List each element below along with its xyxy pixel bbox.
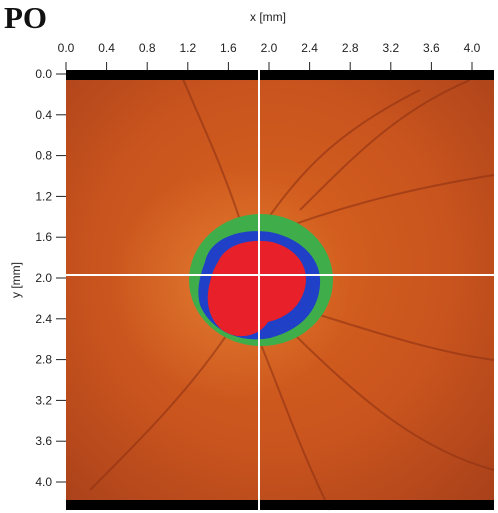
retinal-vessels xyxy=(89,71,495,511)
y-tick-label: 4.0 xyxy=(35,475,52,489)
bottom-border-band xyxy=(66,500,494,510)
y-tick-label: 2.0 xyxy=(35,271,52,285)
x-axis-ticks: 0.0 0.4 0.8 1.2 1.6 2.0 2.4 2.8 3.2 3.6 4.0 xyxy=(58,41,481,70)
x-axis-title: x [mm] xyxy=(250,10,286,24)
x-tick-label: 0.0 xyxy=(58,41,75,55)
x-tick-label: 0.4 xyxy=(98,41,115,55)
y-tick-label: 0.4 xyxy=(35,108,52,122)
x-tick-label: 2.8 xyxy=(342,41,359,55)
panel-label: PO xyxy=(4,0,48,35)
y-tick-label: 1.2 xyxy=(35,189,52,203)
y-tick-label: 2.8 xyxy=(35,353,52,367)
x-tick-label: 1.6 xyxy=(220,41,237,55)
cup-region xyxy=(207,240,306,337)
x-tick-label: 3.2 xyxy=(382,41,399,55)
x-tick-label: 1.2 xyxy=(179,41,196,55)
y-tick-label: 3.2 xyxy=(35,393,52,407)
x-tick-label: 4.0 xyxy=(464,41,481,55)
x-tick-label: 2.4 xyxy=(301,41,318,55)
y-tick-label: 3.6 xyxy=(35,434,52,448)
y-tick-label: 0.0 xyxy=(35,67,52,81)
y-axis-ticks: 0.0 0.4 0.8 1.2 1.6 2.0 2.4 2.8 3.2 3.6 4.0 xyxy=(35,67,66,489)
x-tick-label: 3.6 xyxy=(423,41,440,55)
y-tick-label: 0.8 xyxy=(35,149,52,163)
x-tick-label: 0.8 xyxy=(139,41,156,55)
y-tick-label: 2.4 xyxy=(35,312,52,326)
top-border-band xyxy=(66,70,494,80)
x-tick-label: 2.0 xyxy=(261,41,278,55)
y-tick-label: 1.6 xyxy=(35,230,52,244)
